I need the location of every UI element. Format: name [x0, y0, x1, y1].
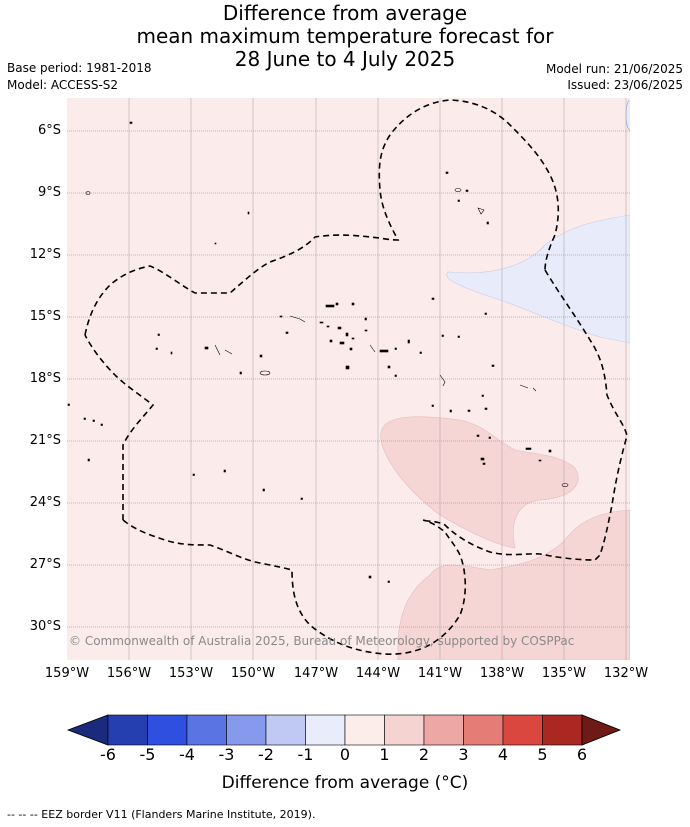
lon-label-144w: 144°W — [355, 666, 401, 681]
colorbar-segment — [265, 714, 306, 746]
colorbar-segment — [226, 714, 267, 746]
title-line-1: Difference from average — [222, 1, 468, 25]
colorbar-arrow-high — [581, 714, 622, 746]
colorbar-segment — [147, 714, 188, 746]
colorbar-segments — [66, 714, 622, 746]
colorbar-segment — [502, 714, 543, 746]
colorbar-tick-label: 6 — [576, 745, 588, 764]
colorbar-tick-label: 3 — [458, 745, 469, 764]
lon-label-138w: 138°W — [479, 666, 525, 681]
eez-footnote: -- -- -- EEZ border V11 (Flanders Marine… — [7, 808, 316, 821]
base-period-text: Base period: 1981-2018 — [7, 61, 152, 75]
colorbar-tick-label: 5 — [537, 745, 548, 764]
model-run-text: Model run: 21/06/2025 — [545, 62, 683, 76]
issued-text: Issued: 23/06/2025 — [567, 78, 683, 92]
model-text: Model: ACCESS-S2 — [7, 78, 119, 92]
lon-label-153w: 153°W — [168, 666, 214, 681]
title-line-3: 28 June to 4 July 2025 — [234, 47, 456, 71]
colorbar-tick-label: -3 — [218, 745, 235, 764]
colorbar-segment — [542, 714, 583, 746]
lat-label-18s: 18°S — [29, 371, 61, 386]
lon-label-147w: 147°W — [293, 666, 339, 681]
islands — [67, 99, 630, 583]
longitude-gridlines — [128, 98, 627, 660]
colorbar-segment — [186, 714, 227, 746]
colorbar-segment — [305, 714, 346, 746]
colorbar-segment — [384, 714, 425, 746]
lat-label-21s: 21°S — [29, 433, 61, 448]
lon-label-159w: 159°W — [44, 666, 90, 681]
lon-label-150w: 150°W — [230, 666, 276, 681]
lat-label-30s: 30°S — [29, 619, 61, 634]
colorbar-label: Difference from average (°C) — [221, 773, 469, 793]
colorbar-segment — [344, 714, 385, 746]
colorbar-segment — [107, 714, 148, 746]
lat-label-24s: 24°S — [29, 495, 61, 510]
lat-label-15s: 15°S — [29, 309, 61, 324]
colorbar-tick-label: 1 — [379, 745, 390, 764]
eez-borders — [84, 99, 628, 655]
colorbar-tick-label: 4 — [497, 745, 509, 764]
colorbar-tick-label: -4 — [179, 745, 195, 764]
colorbar-tick-label: -2 — [258, 745, 274, 764]
lon-label-132w: 132°W — [603, 666, 649, 681]
lon-label-135w: 135°W — [541, 666, 587, 681]
lat-label-6s: 6°S — [37, 123, 61, 138]
colorbar-tick-label: -5 — [139, 745, 156, 764]
copyright-text: © Commonwealth of Australia 2025, Bureau… — [69, 634, 575, 648]
colorbar-tick-label: -1 — [297, 745, 314, 764]
colorbar-segment — [463, 714, 504, 746]
cool-anomaly-region — [446, 214, 630, 344]
colorbar-tick-label: 0 — [339, 745, 351, 764]
lon-label-141w: 141°W — [417, 666, 463, 681]
title-line-2: mean maximum temperature forecast for — [136, 24, 554, 48]
lat-label-9s: 9°S — [37, 185, 61, 200]
lat-label-12s: 12°S — [29, 247, 61, 262]
colorbar-arrow-low — [66, 714, 109, 746]
colorbar-tick-label: 2 — [418, 745, 430, 764]
colorbar-tick-label: -6 — [100, 745, 116, 764]
colorbar — [66, 714, 622, 746]
lon-label-156w: 156°W — [106, 666, 152, 681]
colorbar-segment — [423, 714, 464, 746]
lat-label-27s: 27°S — [29, 557, 61, 572]
warm-anomaly-region-south — [397, 509, 630, 660]
chart-title: Difference from average mean maximum tem… — [0, 2, 690, 71]
warm-anomaly-region-central — [380, 416, 579, 549]
